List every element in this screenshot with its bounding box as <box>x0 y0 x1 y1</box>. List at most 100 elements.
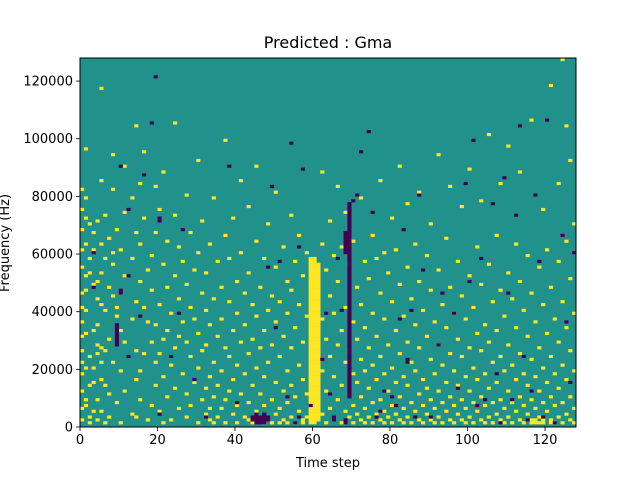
heatmap-cell <box>122 210 127 214</box>
heatmap-cell <box>308 398 313 402</box>
heatmap-cell <box>231 328 236 333</box>
heatmap-cell <box>312 377 317 382</box>
heatmap-cell <box>316 271 321 275</box>
heatmap-cell <box>277 259 282 263</box>
heatmap-cell <box>227 389 232 393</box>
heatmap-cell <box>355 285 360 289</box>
heatmap-cell <box>421 377 426 382</box>
heatmap-cell <box>475 245 480 249</box>
heatmap-cell <box>537 421 542 425</box>
heatmap-cell <box>223 138 228 142</box>
heatmap-cell <box>463 406 468 410</box>
heatmap-cell <box>424 334 430 338</box>
heatmap-cell <box>99 179 104 183</box>
heatmap-cell <box>382 317 387 321</box>
heatmap-cell <box>80 207 85 212</box>
heatmap-cell <box>312 352 317 356</box>
heatmap-cell <box>347 323 352 327</box>
heatmap-cell <box>219 317 224 321</box>
heatmap-cell <box>560 233 565 237</box>
heatmap-cell <box>138 398 143 402</box>
heatmap-cell <box>161 375 166 379</box>
heatmap-cell <box>91 282 96 286</box>
heatmap-cell <box>262 412 267 416</box>
heatmap-cell <box>405 340 410 344</box>
heatmap-cell <box>111 262 116 266</box>
heatmap-cell <box>421 268 426 272</box>
y-tick-label: 0 <box>65 421 73 436</box>
heatmap-cell <box>176 311 182 315</box>
heatmap-cell <box>397 282 402 286</box>
heatmap-cell <box>308 279 313 284</box>
heatmap-cell <box>471 305 476 310</box>
heatmap-cell <box>149 121 154 125</box>
heatmap-cell <box>103 213 108 217</box>
heatmap-cell <box>196 366 201 370</box>
heatmap-cell <box>316 369 321 373</box>
heatmap-cell <box>95 352 100 356</box>
heatmap-cell <box>521 421 526 425</box>
heatmap-cell <box>548 285 554 289</box>
heatmap-cell <box>316 268 321 272</box>
heatmap-cell <box>312 366 317 370</box>
heatmap-cell <box>459 418 464 422</box>
heatmap-cell <box>486 340 492 344</box>
heatmap-cell <box>463 421 468 425</box>
heatmap-cell <box>138 314 143 318</box>
heatmap-cell <box>560 363 565 367</box>
heatmap-cell <box>514 242 519 246</box>
heatmap-cell <box>541 421 546 425</box>
heatmap-cell <box>312 383 317 387</box>
heatmap-cell <box>285 311 290 315</box>
heatmap-cell <box>467 274 472 278</box>
heatmap-cell <box>246 271 251 275</box>
heatmap-cell <box>556 181 561 186</box>
heatmap-cell <box>331 254 337 258</box>
heatmap-cell <box>308 285 313 289</box>
heatmap-cell <box>362 421 368 425</box>
heatmap-cell <box>347 277 352 281</box>
plot-frame <box>79 57 577 428</box>
heatmap-cell <box>111 153 116 157</box>
heatmap-cell <box>211 395 216 399</box>
heatmap-cell <box>347 228 352 232</box>
heatmap-cell <box>455 383 461 387</box>
heatmap-cell <box>300 167 306 171</box>
heatmap-cell <box>80 320 85 324</box>
heatmap-cell <box>308 256 313 261</box>
heatmap-cell <box>308 401 313 405</box>
heatmap-cell <box>347 230 352 235</box>
heatmap-cell <box>273 265 278 269</box>
heatmap-cell <box>347 271 352 275</box>
heatmap-cell <box>564 239 569 243</box>
heatmap-cell <box>428 288 433 292</box>
heatmap-cell <box>80 265 85 269</box>
heatmap-cell <box>339 421 344 425</box>
heatmap-cell <box>347 207 352 212</box>
heatmap-cell <box>324 337 329 341</box>
heatmap-cell <box>370 311 375 315</box>
heatmap-cell <box>506 291 511 295</box>
heatmap-cell <box>316 262 321 266</box>
heatmap-cell <box>347 256 352 261</box>
heatmap-cell <box>316 403 321 408</box>
heatmap-cell <box>316 320 321 324</box>
heatmap-cell <box>479 349 484 353</box>
heatmap-cell <box>223 233 228 237</box>
heatmap-cell <box>502 406 507 410</box>
heatmap-cell <box>285 395 290 399</box>
heatmap-cell <box>308 268 313 272</box>
heatmap-cell <box>308 334 313 338</box>
heatmap-cell <box>293 395 298 399</box>
heatmap-cell <box>308 288 313 292</box>
heatmap-cell <box>200 219 205 223</box>
heatmap-background <box>80 58 576 427</box>
heatmap-cell <box>479 199 484 203</box>
heatmap-cell <box>300 421 306 425</box>
heatmap-cell <box>502 314 507 318</box>
heatmap-cell <box>134 300 139 304</box>
heatmap-cell <box>184 193 189 197</box>
heatmap-cell <box>359 196 364 200</box>
heatmap-cell <box>312 380 317 385</box>
heatmap-cell <box>297 363 302 367</box>
